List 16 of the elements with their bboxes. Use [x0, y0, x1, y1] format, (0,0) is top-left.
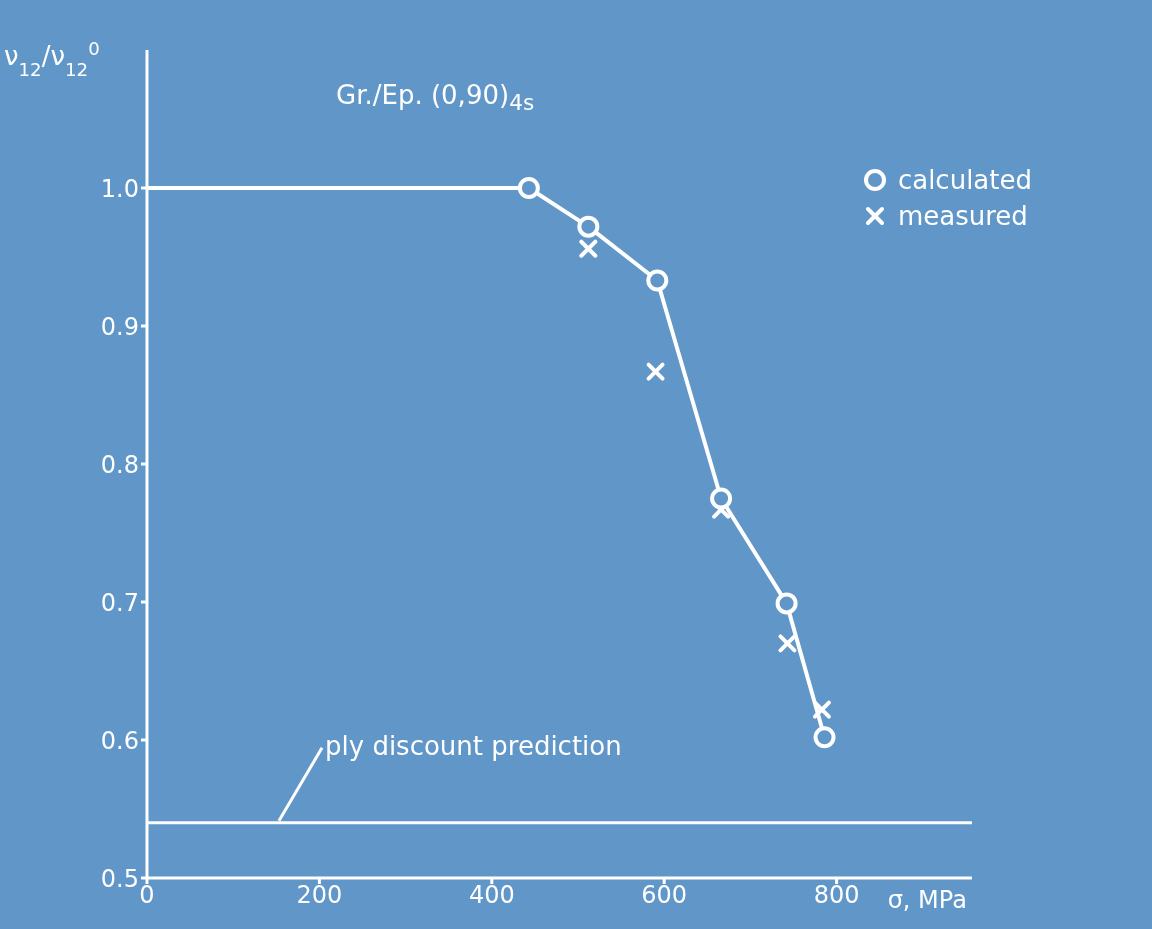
ref-line-label: ply discount prediction: [325, 730, 622, 761]
x-tick-label: 0: [139, 881, 155, 910]
y-tick-label: 0.7: [100, 588, 139, 617]
y-tick-label: 0.8: [100, 450, 139, 479]
x-axis-title: σ, MPa: [887, 886, 967, 914]
text: Gr./Ep. (0,90)$_{4s}$: [336, 80, 535, 116]
legend-label: calculated: [897, 165, 1032, 195]
y-tick-label: 1.0: [100, 174, 139, 203]
y-tick-label: 0.9: [100, 312, 139, 341]
x-tick-label: 400: [468, 881, 515, 910]
x-tick-label: 800: [813, 881, 860, 910]
x-tick-label: 600: [641, 881, 688, 910]
legend-label: measured: [897, 201, 1028, 231]
y-tick-label: 0.5: [100, 864, 139, 893]
y-tick-label: 0.6: [100, 726, 139, 755]
x-tick-label: 200: [296, 881, 343, 910]
